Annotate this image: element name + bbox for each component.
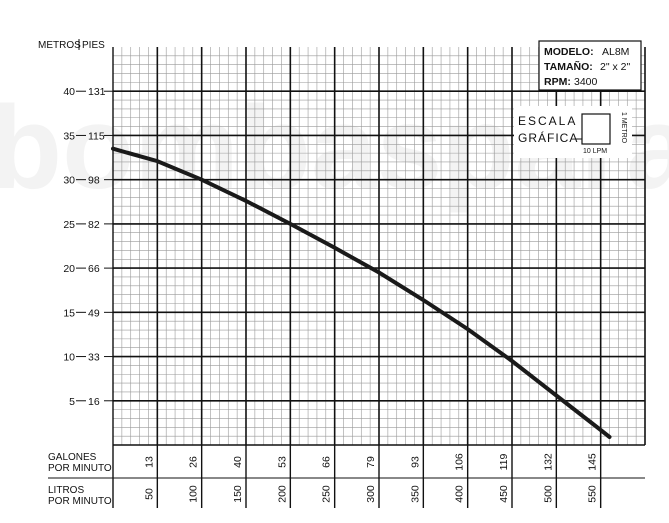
x-tick-label-gpm: 26	[188, 456, 200, 468]
y-tick-label-meters: 30	[63, 175, 75, 187]
y-tick-label-meters: 10	[63, 352, 75, 364]
rpm-label: RPM:	[544, 76, 571, 88]
y-axis-label-feet: PIES	[82, 40, 105, 51]
x-axis-gpm-label-line1: GALONES	[48, 452, 97, 463]
model-label: MODELO:	[544, 46, 594, 58]
x-tick-label-lpm: 400	[454, 485, 466, 503]
x-tick-label-gpm: 40	[232, 456, 244, 468]
scale-legend-line1: ESCALA	[518, 114, 577, 128]
x-tick-label-gpm: 145	[587, 453, 599, 471]
model-value: AL8M	[602, 46, 629, 58]
y-tick-label-meters: 25	[63, 219, 75, 231]
size-value: 2" x 2"	[600, 61, 630, 73]
x-tick-label-gpm: 119	[498, 453, 510, 470]
scale-legend-line2: GRÁFICA	[518, 130, 578, 145]
size-label: TAMAÑO:	[544, 60, 593, 73]
info-box: MODELO: AL8M TAMAÑO: 2" x 2" RPM: 3400	[538, 40, 642, 91]
y-tick-label-feet: 82	[88, 219, 100, 231]
y-tick-label-feet: 66	[88, 263, 100, 275]
y-tick-label-meters: 35	[63, 130, 75, 142]
x-tick-label-lpm: 150	[232, 485, 244, 503]
x-tick-label-gpm: 53	[276, 456, 288, 468]
x-tick-label-lpm: 350	[409, 485, 421, 503]
x-tick-label-gpm: 132	[542, 453, 554, 471]
y-axis-label-meters: METROS	[38, 40, 81, 51]
scale-width-label: 10 LPM	[583, 148, 607, 155]
y-tick-label-meters: 40	[63, 86, 75, 98]
x-tick-label-lpm: 500	[542, 485, 554, 503]
y-tick-label-meters: 5	[69, 396, 75, 408]
x-tick-label-lpm: 550	[587, 485, 599, 503]
x-tick-label-lpm: 250	[321, 485, 333, 503]
scale-height-label: 1 METRO	[620, 112, 627, 144]
y-tick-label-feet: 16	[88, 396, 100, 408]
x-tick-label-gpm: 93	[409, 456, 421, 468]
performance-curve	[111, 146, 612, 439]
x-tick-label-lpm: 100	[188, 485, 200, 503]
scale-legend: ESCALA GRÁFICA 10 LPM 1 METRO	[514, 106, 632, 158]
y-tick-label-feet: 115	[88, 130, 105, 142]
x-tick-label-lpm: 450	[498, 485, 510, 503]
y-tick-label-feet: 33	[88, 352, 100, 364]
x-tick-label-gpm: 66	[321, 456, 333, 468]
y-tick-label-meters: 15	[63, 307, 75, 319]
x-tick-label-gpm: 106	[454, 453, 466, 471]
scale-square	[581, 113, 611, 145]
y-tick-label-feet: 98	[88, 175, 100, 187]
y-tick-labels: 5 16 10 33 15 49 20 66 25 82 30 98 35 115 40 131	[63, 86, 113, 408]
rpm-value: 3400	[574, 76, 598, 88]
y-tick-label-meters: 20	[63, 263, 75, 275]
x-axis-lpm-label-line1: LITROS	[48, 485, 84, 496]
grid-major-lines	[113, 47, 646, 445]
x-tick-label-lpm: 300	[365, 485, 377, 503]
x-tick-label-lpm: 200	[276, 485, 288, 503]
x-axis-lpm-label-line2: POR MINUTO	[48, 496, 112, 507]
x-axis-gpm-label-line2: POR MINUTO	[48, 463, 112, 474]
x-tick-label-gpm: 79	[365, 456, 377, 468]
y-tick-label-feet: 49	[88, 307, 100, 319]
x-tick-label-lpm: 50	[143, 488, 155, 500]
x-tick-label-gpm: 13	[143, 456, 155, 468]
y-tick-label-feet: 131	[88, 86, 106, 98]
x-tick-labels: 13 50 26 100 40 150 53 200 66 250 79 300 93 350 106 400…	[143, 445, 602, 508]
